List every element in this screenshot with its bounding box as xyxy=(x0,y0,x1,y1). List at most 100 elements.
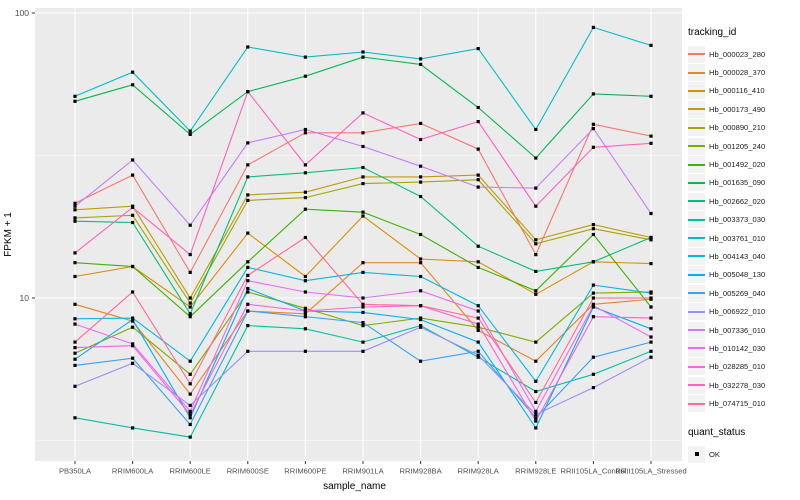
data-point xyxy=(419,359,423,363)
x-axis-title: sample_name xyxy=(323,481,386,492)
data-point xyxy=(73,416,77,420)
data-point xyxy=(361,340,365,344)
data-point xyxy=(131,213,135,217)
data-point xyxy=(419,57,423,61)
data-point xyxy=(303,290,307,294)
x-tick-label: RRIM928LE xyxy=(515,467,556,476)
legend-key-line xyxy=(688,329,705,332)
data-point xyxy=(591,315,595,319)
data-point xyxy=(73,216,77,220)
data-point xyxy=(188,223,192,227)
legend-item-label: Hb_000028_370 xyxy=(709,68,766,78)
plot-panel xyxy=(35,8,682,461)
data-point xyxy=(73,363,77,367)
data-point xyxy=(534,379,538,383)
data-point xyxy=(361,324,365,328)
data-point xyxy=(303,74,307,78)
data-point xyxy=(534,269,538,273)
legend-key-swatch xyxy=(688,247,705,265)
data-point xyxy=(476,325,480,329)
data-point xyxy=(246,324,250,328)
legend-key-swatch xyxy=(688,266,705,284)
data-point xyxy=(476,185,480,189)
data-point xyxy=(246,286,250,291)
data-point xyxy=(476,147,480,151)
data-point xyxy=(188,305,192,309)
legend-key-swatch xyxy=(688,64,705,82)
legend-item-Hb_006922_010: Hb_006922_010 xyxy=(688,302,800,321)
data-point xyxy=(246,141,250,145)
legend-items: Hb_000023_280 Hb_000028_370 Hb_000116_410 H… xyxy=(688,45,800,413)
legend-item-Hb_003761_010: Hb_003761_010 xyxy=(688,229,800,247)
quant-status-key xyxy=(688,445,705,463)
legend-item-Hb_001205_240: Hb_001205_240 xyxy=(688,137,800,155)
data-point xyxy=(534,292,538,296)
data-point xyxy=(591,386,595,390)
data-point xyxy=(534,242,538,246)
legend-item-label: Hb_002662_020 xyxy=(709,196,766,206)
legend-key-line xyxy=(688,273,705,276)
data-point xyxy=(591,283,595,287)
data-point xyxy=(534,409,538,413)
legend-item-label: Hb_003373_030 xyxy=(709,215,766,225)
data-point xyxy=(419,304,423,308)
legend-key-line xyxy=(688,126,705,129)
legend-key-line xyxy=(688,310,705,313)
legend-key-swatch xyxy=(688,303,705,321)
data-point xyxy=(73,322,77,326)
data-point xyxy=(361,50,365,54)
data-point xyxy=(188,403,192,407)
x-tick-label: RRIM901LA xyxy=(342,467,384,476)
legend-key-line xyxy=(688,384,705,387)
legend-key-line xyxy=(688,53,705,56)
legend-item-Hb_000023_280: Hb_000023_280 xyxy=(688,45,800,63)
data-point xyxy=(246,302,250,306)
quant-status-item: OK xyxy=(688,445,800,463)
data-point xyxy=(649,327,653,331)
legend-item-label: Hb_005269_040 xyxy=(709,288,766,298)
legend-item-label: Hb_028285_010 xyxy=(709,362,766,372)
data-point xyxy=(534,204,538,208)
data-point xyxy=(361,261,365,265)
data-point xyxy=(73,219,77,223)
legend-key-swatch xyxy=(688,395,705,413)
quant-status-label: OK xyxy=(709,449,720,459)
x-tick-label: RRIM600PE xyxy=(284,467,326,476)
data-point xyxy=(361,210,365,214)
x-tick-label: RRIM928BA xyxy=(399,467,442,476)
data-point xyxy=(131,361,135,365)
data-point xyxy=(73,208,77,212)
legend-key-swatch xyxy=(688,119,705,137)
data-point xyxy=(476,309,480,313)
legend-item-label: Hb_074715_010 xyxy=(709,399,766,409)
data-point xyxy=(73,99,77,103)
data-point xyxy=(303,315,307,319)
y-axis-title: FPKM + 1 xyxy=(3,212,14,257)
data-point xyxy=(188,422,192,427)
legend-key-line xyxy=(688,200,705,203)
data-point xyxy=(649,262,653,266)
legend-key-swatch xyxy=(688,321,705,339)
data-point xyxy=(419,180,423,184)
data-point xyxy=(131,264,135,269)
legend-key-swatch xyxy=(688,376,705,394)
data-point xyxy=(131,70,135,74)
data-point xyxy=(131,205,135,209)
data-point xyxy=(188,409,192,413)
data-point xyxy=(246,231,250,235)
legend-title-tracking-id: tracking_id xyxy=(688,27,737,38)
data-point xyxy=(534,127,538,132)
x-tick-label: RRIM600SE xyxy=(227,467,269,476)
legend-key-swatch xyxy=(688,358,705,376)
data-point xyxy=(534,156,538,160)
data-point xyxy=(534,416,538,420)
data-point xyxy=(649,134,653,138)
data-point xyxy=(361,214,365,218)
data-point xyxy=(188,392,192,396)
data-point xyxy=(303,196,307,200)
data-point xyxy=(649,349,653,353)
data-point xyxy=(476,260,480,264)
data-point xyxy=(73,204,77,208)
data-point xyxy=(246,279,250,283)
legend-item-Hb_004143_040: Hb_004143_040 xyxy=(688,247,800,265)
